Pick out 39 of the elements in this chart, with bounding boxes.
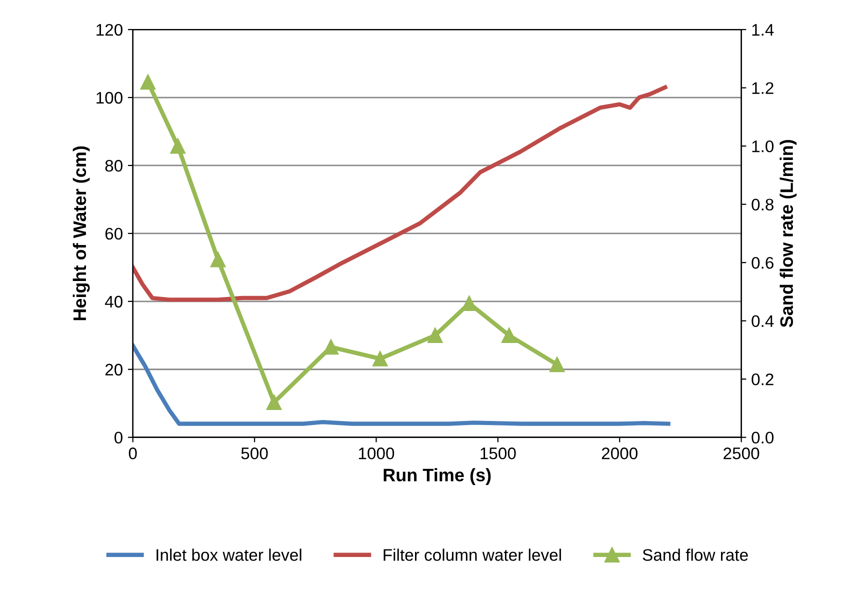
y2-tick-label: 0.4	[752, 315, 774, 328]
y-axis-title: Height of Water (cm)	[72, 146, 90, 320]
point	[549, 356, 565, 372]
y-tick-label: 40	[104, 296, 122, 308]
y2-tick-label: 0.0	[752, 432, 774, 444]
y-tick-label: 100	[96, 92, 122, 104]
y2-tick-label: 0.6	[752, 256, 774, 269]
y2-tick-label: 1.0	[752, 140, 774, 152]
y-tick-label: 80	[105, 160, 122, 172]
x-tick-label: 500	[241, 448, 268, 460]
point	[427, 328, 443, 344]
point	[462, 296, 477, 311]
y-tick-label: 0	[114, 432, 122, 444]
y-tick-label: 20	[105, 364, 122, 376]
x-tick-label: 2000	[602, 448, 638, 460]
y2-tick-label: 1.2	[752, 82, 774, 94]
x-tick-label: 1500	[480, 448, 516, 460]
point	[140, 74, 156, 90]
point	[501, 328, 517, 344]
x-tick-label: 1000	[358, 448, 394, 460]
x-axis-title: Run Time (s)	[384, 468, 491, 485]
y2-tick-label: 0.2	[752, 373, 774, 386]
point	[266, 394, 282, 410]
x-tick-label: 0	[128, 448, 137, 460]
line-series	[132, 344, 670, 426]
y-tick-label: 60	[105, 228, 122, 240]
y2-tick-label: 0.8	[752, 198, 774, 211]
legend-label: Filter column water level	[384, 548, 561, 561]
legend-label: Sand flow rate	[642, 548, 748, 561]
line-series	[132, 85, 668, 302]
y2-tick-label: 1.4	[752, 24, 774, 36]
y2-axis-title: Sand flow rate (L/min)	[780, 140, 797, 328]
legend-label: Inlet box water level	[156, 548, 302, 561]
point	[170, 138, 186, 154]
point	[210, 252, 226, 268]
y-tick-label: 120	[96, 24, 122, 36]
point	[372, 351, 388, 366]
point	[323, 339, 339, 355]
x-tick-label: 2500	[724, 448, 760, 460]
